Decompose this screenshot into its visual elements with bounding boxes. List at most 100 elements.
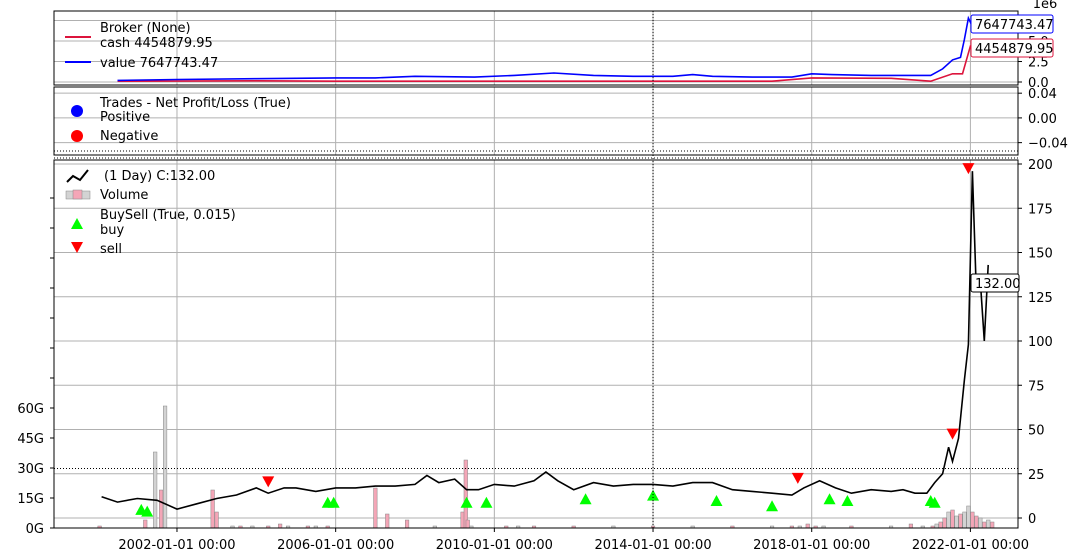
volume-bar [385,514,389,528]
volume-bar [374,488,378,528]
legend-sell-label: sell [100,242,122,257]
buy-marker [766,500,778,511]
legend-buysell-title: BuySell (True, 0.015) [100,208,236,223]
volume-bar [211,490,215,528]
volume-y-ticks: 0G 15G 30G 45G 60G [17,402,54,537]
sell-marker [792,473,804,484]
y-tick-label: 150 [1028,247,1053,262]
legend-trades-title: Trades - Net Profit/Loss (True) [99,96,291,111]
buy-marker [480,497,492,508]
legend-negative-label: Negative [100,129,158,144]
y-tick-label: 200 [1028,158,1053,173]
y-tick-label: 0.00 [1028,112,1057,127]
legend-positive-marker [71,105,83,117]
y-tick-label: 50 [1028,424,1045,439]
volume-bar [159,490,163,528]
cash-last-value: 4454879.95 [975,42,1054,57]
legend-negative-marker [71,130,83,142]
y-tick-label: 0.04 [1028,87,1057,102]
buysell-markers [135,163,974,517]
y-tick-label: 75 [1028,379,1045,394]
volume-bar [143,520,147,528]
broker-legend: Broker (None)cash 4454879.95 value 764774… [65,21,218,71]
volume-bar [947,512,951,528]
volume-bar [939,522,943,528]
volume-bar [979,518,983,528]
volume-bar [464,460,468,528]
volume-bar [963,512,967,528]
trades-legend: Trades - Net Profit/Loss (True)Positive N… [71,96,291,144]
y-tick-label: −0.04 [1028,137,1068,152]
volume-bar [959,514,963,528]
trades-y-ticks: 0.04 0.00 −0.04 [1018,87,1068,151]
y-tick-label: 2.5 [1028,56,1049,71]
volume-bar [975,516,979,528]
price-last-value-label: 132.00 [971,274,1021,292]
volume-bar [909,524,913,528]
sell-marker [947,429,959,440]
volume-bar [935,524,939,528]
sell-marker [262,476,274,487]
volume-bar [153,452,157,528]
crosshair [54,11,1018,528]
legend-cash-label: cash 4454879.95 [100,36,213,51]
volume-bar [951,510,955,528]
trades-panel: 0.04 0.00 −0.04 Trades - Net Profit/Loss (… [54,87,1068,155]
broker-panel: 0.02.55.07.5 1e6 Broker (None)cash 44548… [54,0,1057,91]
volume-bar [986,520,990,528]
vol-tick-label: 45G [17,432,44,447]
volume-bar [967,506,971,528]
price-legend: (1 Day) C:132.00 Volume BuySell (True, 0.0… [66,169,236,257]
volume-bars [98,406,994,528]
vol-tick-label: 15G [17,492,44,507]
volume-bar [163,406,167,528]
y-tick-label: 125 [1028,291,1053,306]
volume-bar [943,518,947,528]
x-tick-label: 2002-01-01 00:00 [118,538,235,553]
volume-bar [806,524,810,528]
y-tick-label: 175 [1028,202,1053,217]
x-tick-label: 2006-01-01 00:00 [277,538,394,553]
volume-bar [971,512,975,528]
volume-bar [955,516,959,528]
buy-marker [711,495,723,506]
legend-broker-title: Broker (None) [100,21,191,36]
volume-bar [466,520,470,528]
value-last-value: 7647743.47 [975,18,1054,33]
legend-buy-label: buy [100,223,124,238]
legend-sell-marker [71,242,83,253]
legend-positive-label: Positive [100,110,150,125]
legend-close-label: (1 Day) C:132.00 [104,169,215,184]
value-line [118,18,989,80]
buy-marker [841,495,853,506]
legend-volume-swatch [73,190,82,199]
x-tick-label: 2010-01-01 00:00 [436,538,553,553]
volume-bar [278,524,282,528]
x-ticks: 2002-01-01 00:00 2006-01-01 00:00 2010-01-… [118,528,1029,553]
volume-bar [982,522,986,528]
y-tick-label: 25 [1028,468,1045,483]
legend-volume-label: Volume [100,188,148,203]
y-tick-label: 100 [1028,335,1053,350]
vol-tick-label: 60G [17,402,44,417]
volume-bar [215,512,219,528]
legend-buy-marker [71,218,83,229]
buy-marker [461,497,473,508]
volume-bar [990,522,994,528]
volume-bar [405,520,409,528]
x-tick-label: 2018-01-01 00:00 [753,538,870,553]
x-tick-label: 2014-01-01 00:00 [594,538,711,553]
legend-value-label: value 7647743.47 [100,56,218,71]
price-panel: 0 25 50 75 100 125 150 175 200 0G 15G 30G 45G 60G 20… [17,11,1052,553]
y-tick-label: 0 [1028,512,1036,527]
vol-tick-label: 30G [17,462,44,477]
vol-tick-label: 0G [26,522,44,537]
x-tick-label: 2022-01-01 00:00 [912,538,1029,553]
legend-close-swatch [67,170,88,182]
close-last-value: 132.00 [975,277,1021,292]
broker-series [118,18,989,81]
buy-marker [824,493,836,504]
broker-axis-exponent: 1e6 [1033,0,1058,12]
buy-marker [580,493,592,504]
